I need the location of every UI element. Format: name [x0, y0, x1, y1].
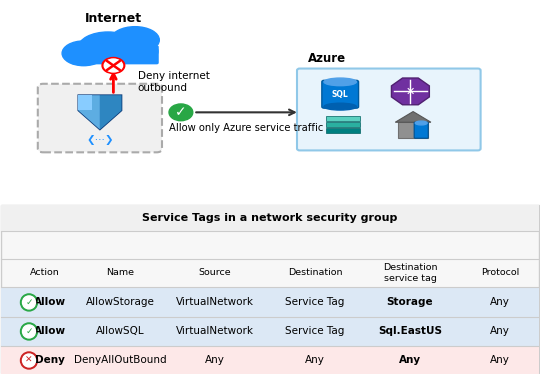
Text: SQL: SQL	[332, 89, 349, 99]
Text: ✓: ✓	[25, 298, 33, 307]
Text: Allow: Allow	[34, 327, 66, 337]
Circle shape	[23, 354, 36, 367]
Circle shape	[104, 59, 123, 72]
Text: Destination: Destination	[288, 269, 342, 278]
Text: Allow: Allow	[34, 297, 66, 307]
Text: Internet: Internet	[85, 12, 142, 25]
FancyBboxPatch shape	[297, 68, 481, 150]
Circle shape	[21, 352, 37, 369]
FancyBboxPatch shape	[1, 205, 539, 373]
Text: Service Tags in a network security group: Service Tags in a network security group	[143, 213, 397, 223]
Text: Source: Source	[199, 269, 231, 278]
Text: Name: Name	[106, 269, 134, 278]
Circle shape	[23, 325, 36, 338]
Polygon shape	[78, 95, 122, 129]
FancyBboxPatch shape	[1, 317, 539, 346]
Text: ✓: ✓	[25, 327, 33, 336]
Text: VirtualNetwork: VirtualNetwork	[176, 327, 254, 337]
FancyBboxPatch shape	[326, 122, 360, 127]
Text: Deny: Deny	[35, 355, 65, 365]
Text: Destination
service tag: Destination service tag	[383, 263, 437, 283]
FancyBboxPatch shape	[1, 288, 539, 317]
Text: Service Tag: Service Tag	[285, 327, 345, 337]
Circle shape	[21, 323, 37, 340]
FancyBboxPatch shape	[71, 45, 159, 64]
Text: Any: Any	[399, 355, 421, 365]
Text: Deny internet
outbound: Deny internet outbound	[138, 71, 210, 93]
Polygon shape	[395, 111, 431, 122]
Text: Protocol: Protocol	[481, 269, 519, 278]
Polygon shape	[392, 78, 429, 105]
FancyBboxPatch shape	[38, 84, 162, 152]
Text: Any: Any	[305, 355, 325, 365]
Circle shape	[21, 294, 37, 311]
Text: ✕: ✕	[25, 356, 33, 365]
Text: Any: Any	[490, 297, 510, 307]
Text: Any: Any	[205, 355, 225, 365]
Ellipse shape	[78, 32, 138, 63]
FancyBboxPatch shape	[326, 128, 360, 133]
FancyBboxPatch shape	[322, 80, 359, 108]
Text: Azure: Azure	[308, 52, 346, 65]
Ellipse shape	[324, 78, 356, 86]
Circle shape	[169, 104, 193, 121]
Text: Service Tag: Service Tag	[285, 297, 345, 307]
Text: Action: Action	[30, 269, 60, 278]
Ellipse shape	[324, 103, 356, 110]
Text: DenyAllOutBound: DenyAllOutBound	[73, 355, 166, 365]
Text: Storage: Storage	[387, 297, 433, 307]
Text: Sql.EastUS: Sql.EastUS	[378, 327, 442, 337]
Text: AllowStorage: AllowStorage	[85, 297, 154, 307]
Text: VirtualNetwork: VirtualNetwork	[176, 297, 254, 307]
Text: ✕: ✕	[406, 86, 415, 96]
Text: Allow only Azure service traffic: Allow only Azure service traffic	[168, 123, 323, 133]
Circle shape	[23, 296, 36, 309]
Ellipse shape	[118, 40, 158, 63]
Text: Any: Any	[490, 355, 510, 365]
FancyBboxPatch shape	[1, 205, 539, 231]
Text: ❮···❯: ❮···❯	[86, 135, 114, 145]
Polygon shape	[78, 95, 92, 110]
Polygon shape	[78, 95, 100, 129]
Ellipse shape	[62, 41, 105, 66]
FancyBboxPatch shape	[1, 346, 539, 374]
Text: Any: Any	[490, 327, 510, 337]
FancyBboxPatch shape	[398, 122, 428, 138]
Ellipse shape	[111, 27, 159, 53]
FancyBboxPatch shape	[414, 122, 428, 138]
Text: AllowSQL: AllowSQL	[96, 327, 144, 337]
FancyBboxPatch shape	[326, 116, 360, 121]
Circle shape	[102, 58, 125, 74]
Text: ✓: ✓	[175, 105, 187, 119]
Polygon shape	[100, 95, 122, 129]
Ellipse shape	[415, 121, 427, 125]
